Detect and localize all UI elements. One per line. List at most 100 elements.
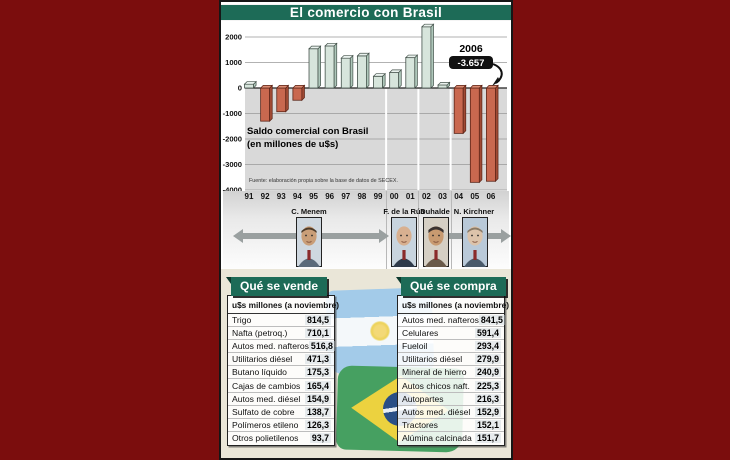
callout-2006: 2006 -3.657 — [449, 43, 503, 86]
item-value: 126,3 — [304, 419, 331, 430]
bar-side — [462, 84, 467, 135]
chart-source: Fuente: elaboración propia sobre la base… — [249, 178, 398, 184]
exports-table-title: Qué se vende — [225, 277, 328, 296]
year-label-03: 03 — [438, 192, 447, 201]
table-row: Polímeros etileno 126,3 — [228, 419, 334, 432]
bar-front — [340, 57, 351, 89]
table-row: Autos med. diésel 154,9 — [228, 393, 334, 406]
bar-top — [469, 85, 483, 89]
item-name: Butano líquido — [232, 367, 287, 378]
president-photo-3 — [423, 217, 449, 267]
table-row: Sulfato de cobre 138,7 — [228, 406, 334, 419]
y-tick-label: 0 — [238, 84, 242, 93]
bar-side — [414, 54, 418, 89]
bar-top — [421, 23, 435, 28]
bar-front — [244, 83, 254, 89]
year-label-93: 93 — [276, 192, 286, 201]
bar-top — [437, 81, 451, 86]
bar — [485, 84, 499, 183]
callout-value: -3.657 — [458, 58, 485, 69]
bar-front — [389, 72, 400, 89]
bar-front — [405, 57, 416, 89]
infographic-poster: El comercio con Brasil 2000 1000 0 -1000 -20… — [219, 0, 513, 460]
item-value: 151,7 — [474, 433, 501, 444]
item-value: 591,4 — [474, 328, 501, 339]
imports-table: u$s millones (a noviembre) Autos med. na… — [397, 295, 509, 446]
bar-side — [269, 84, 273, 122]
item-name: Autos chicos naft. — [402, 380, 470, 391]
era-boundary-line — [418, 191, 420, 269]
president-photo-4 — [462, 217, 488, 267]
bar-side — [495, 84, 499, 183]
president-portrait — [462, 217, 488, 267]
item-name: Polímeros etileno — [232, 419, 299, 430]
item-value: 841,5 — [478, 315, 505, 326]
table-row: Fueloil 293,4 — [398, 340, 504, 354]
president-name-4: N. Kirchner — [453, 207, 495, 216]
table-row: Nafta (petroq.) 710,1 — [228, 327, 334, 341]
item-value: 471,3 — [304, 354, 331, 365]
bar-top — [404, 54, 419, 59]
item-value: 138,7 — [304, 406, 331, 417]
bar — [453, 84, 467, 135]
bar — [243, 80, 257, 89]
year-label-00: 00 — [389, 192, 399, 201]
imports-table-header: u$s millones (a noviembre) — [398, 296, 509, 314]
president-name-2: F. de la Rúa — [383, 207, 425, 216]
item-name: Sulfato de cobre — [232, 406, 295, 417]
item-name: Trigo — [232, 315, 252, 326]
trade-balance-bar-chart: 2000 1000 0 -1000 -2000 -3000 -4000 Saldo comer… — [223, 23, 507, 192]
bar — [437, 81, 451, 89]
item-value: 279,9 — [474, 354, 501, 365]
bar-front — [308, 48, 319, 89]
year-label-94: 94 — [292, 192, 302, 201]
table-row: Utilitarios diésel 471,3 — [228, 353, 334, 367]
bar-front — [292, 87, 303, 101]
bar — [421, 23, 435, 89]
y-tick-label: -4000 — [223, 186, 242, 192]
imports-table-title: Qué se compra — [396, 277, 506, 296]
bar-side — [333, 42, 338, 89]
item-name: Utilitarios diésel — [402, 354, 463, 365]
bar — [275, 84, 290, 113]
item-name: Fueloil — [402, 341, 428, 352]
bar-top — [356, 52, 370, 57]
bar-top — [453, 85, 467, 89]
trade-tables-section: Qué se vende u$s millones (a noviembre) … — [221, 269, 511, 458]
bar-front — [357, 55, 367, 89]
table-row: Autos med. nafteros 516,8 — [228, 340, 335, 354]
callout-year-label: 2006 — [459, 43, 483, 55]
callout-arrowhead — [492, 77, 500, 86]
table-row: Mineral de hierro 240,9 — [398, 366, 504, 380]
presidential-era-band: 91 92 93 94 95 96 97 98 99 00 01 02 03 04 05 06 C. Menem… — [223, 191, 511, 269]
table-row: Trigo 814,5 — [228, 314, 334, 328]
item-name: Nafta (petroq.) — [232, 328, 288, 339]
bar-front — [453, 87, 464, 134]
year-label-06: 06 — [486, 192, 496, 201]
bar — [388, 69, 403, 89]
bar-front — [324, 45, 335, 89]
item-value: 225,3 — [474, 380, 501, 391]
year-label-91: 91 — [244, 192, 254, 201]
callout-value-badge — [449, 56, 493, 69]
item-name: Autopartes — [402, 393, 444, 404]
infographic-title: El comercio con Brasil — [289, 5, 443, 20]
bar-side — [478, 84, 483, 184]
bar-front — [486, 87, 496, 182]
table-row: Autos med. diésel 152,9 — [398, 406, 504, 419]
bar-top — [340, 55, 354, 59]
item-value: 216,3 — [474, 393, 501, 404]
bar-front — [437, 84, 448, 89]
bar-top — [485, 85, 499, 89]
infographic-title-bar: El comercio con Brasil — [221, 4, 511, 21]
bar-front — [469, 87, 480, 183]
y-tick-label: -1000 — [223, 109, 242, 118]
year-label-97: 97 — [341, 192, 351, 201]
year-label-96: 96 — [325, 192, 335, 201]
president-portrait — [296, 217, 322, 267]
bar-top — [324, 42, 338, 47]
exports-table-group: Qué se vende u$s millones (a noviembre) … — [225, 277, 339, 446]
item-value: 240,9 — [474, 367, 501, 378]
y-tick-label: 2000 — [225, 33, 242, 42]
bar-top — [372, 73, 386, 77]
